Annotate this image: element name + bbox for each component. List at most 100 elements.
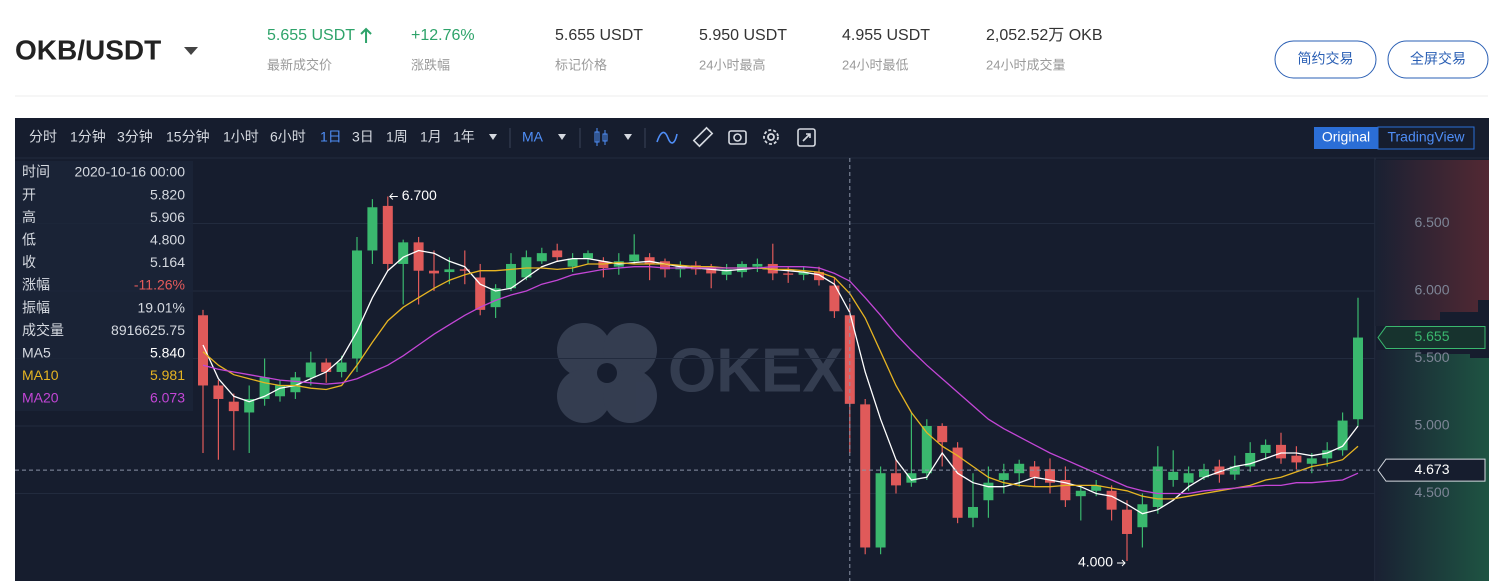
info-label: 高 bbox=[22, 209, 36, 225]
candle-body bbox=[844, 315, 855, 404]
interval-button[interactable]: 3日 bbox=[352, 129, 374, 145]
fullscreen-icon[interactable] bbox=[797, 128, 816, 147]
info-value: 6.073 bbox=[150, 390, 185, 406]
stat-label: 24小时最低 bbox=[842, 57, 908, 72]
depth-asks bbox=[1375, 160, 1489, 326]
interval-button[interactable]: 6小时 bbox=[270, 129, 306, 145]
interval-button[interactable]: 1日 bbox=[320, 129, 342, 145]
info-label: 涨幅 bbox=[22, 277, 50, 293]
button-label[interactable]: 简约交易 bbox=[1298, 51, 1354, 67]
candle-body bbox=[1152, 466, 1163, 507]
candle-body bbox=[490, 288, 501, 308]
watermark: OKEX bbox=[668, 336, 844, 405]
simple-trade-button[interactable] bbox=[1274, 40, 1377, 79]
candle-body bbox=[875, 473, 886, 548]
candle-body bbox=[1353, 337, 1363, 420]
candle-body bbox=[798, 272, 809, 275]
candle-body bbox=[983, 482, 994, 501]
interval-button[interactable]: 1小时 bbox=[223, 129, 259, 145]
candle-body bbox=[783, 273, 794, 275]
stat-label: 24小时最高 bbox=[699, 57, 765, 72]
watermark-logo-center bbox=[597, 363, 617, 383]
button-label[interactable]: 全屏交易 bbox=[1410, 51, 1466, 67]
candle-body bbox=[1291, 455, 1302, 463]
tab-label[interactable]: TradingView bbox=[1387, 129, 1465, 145]
candle-body bbox=[1060, 479, 1071, 501]
stat-label: 最新成交价 bbox=[267, 57, 332, 72]
info-label: 振幅 bbox=[22, 299, 50, 315]
pair-dropdown[interactable] bbox=[184, 47, 198, 55]
interval-button[interactable]: 1年 bbox=[453, 129, 475, 145]
info-label: MA20 bbox=[22, 390, 59, 406]
stat-value: 5.655 USDT bbox=[267, 27, 355, 44]
candle-body bbox=[305, 362, 316, 378]
candle-body bbox=[213, 385, 224, 399]
interval-button[interactable]: 分时 bbox=[29, 129, 57, 145]
settings-icon[interactable] bbox=[763, 129, 779, 145]
overlay: 4.500 5.000 5.500 6.000 6.500 4.673 5.655 6.700… bbox=[15, 161, 1486, 570]
info-label: 开 bbox=[22, 186, 36, 202]
candle-body bbox=[1122, 509, 1132, 534]
candle-body bbox=[968, 506, 978, 518]
info-label: MA10 bbox=[22, 367, 59, 383]
candle-body bbox=[413, 242, 424, 271]
interval-button[interactable]: 15分钟 bbox=[166, 129, 210, 145]
candle-body bbox=[1276, 444, 1286, 459]
candle-style-icon[interactable] bbox=[594, 128, 608, 146]
candle-body bbox=[752, 263, 763, 267]
camera-icon[interactable] bbox=[728, 130, 747, 145]
candle-body bbox=[398, 242, 409, 264]
info-value: 19.01% bbox=[138, 299, 185, 315]
indicator-button[interactable]: MA bbox=[522, 129, 544, 145]
candle-body bbox=[1183, 473, 1194, 483]
info-panel bbox=[15, 161, 193, 411]
more-dropdown[interactable] bbox=[489, 134, 497, 140]
y-tick-label: 4.500 bbox=[1414, 484, 1449, 500]
candle-body bbox=[459, 269, 470, 271]
candle-body bbox=[921, 425, 932, 474]
y-tick-label: 5.500 bbox=[1414, 349, 1449, 365]
candle-body bbox=[1014, 463, 1025, 474]
tab-label[interactable]: Original bbox=[1322, 129, 1370, 145]
candle-body bbox=[644, 257, 655, 264]
candle-body bbox=[228, 401, 239, 412]
ruler-icon[interactable] bbox=[692, 126, 714, 148]
candle-body bbox=[567, 258, 578, 267]
interval-button[interactable]: 3分钟 bbox=[117, 129, 153, 145]
candle-body bbox=[829, 285, 840, 312]
candle-body bbox=[891, 473, 901, 486]
candle-body bbox=[1045, 469, 1055, 483]
candle-body bbox=[937, 425, 948, 443]
candle-body bbox=[275, 385, 285, 397]
pair-title[interactable]: OKB/USDT bbox=[15, 34, 161, 65]
indicator-dropdown[interactable] bbox=[558, 134, 566, 140]
candle-body bbox=[721, 269, 732, 275]
stat-label: 涨跌幅 bbox=[411, 57, 450, 72]
candle-body bbox=[767, 263, 778, 274]
candle-body bbox=[1137, 504, 1148, 528]
info-value: 5.164 bbox=[150, 254, 185, 270]
candle-body bbox=[906, 473, 917, 483]
y-tick-label: 6.500 bbox=[1414, 214, 1449, 230]
stat-value: 2,052.52万 OKB bbox=[986, 27, 1103, 44]
candle-body bbox=[1091, 485, 1102, 491]
candle-body bbox=[1245, 452, 1256, 467]
interval-button[interactable]: 1分钟 bbox=[70, 129, 106, 145]
interval-button[interactable]: 1月 bbox=[420, 129, 442, 145]
original-tab[interactable] bbox=[1314, 127, 1378, 149]
info-value: 5.981 bbox=[150, 367, 185, 383]
style-dropdown[interactable] bbox=[624, 134, 632, 140]
draw-line-icon[interactable] bbox=[656, 131, 678, 144]
info-label: 成交量 bbox=[22, 322, 64, 338]
candle-body bbox=[860, 404, 871, 548]
stats: 5.655 USDT 最新成交价 +12.76% 涨跌幅 5.655 USDT 标记价格 5… bbox=[267, 27, 1103, 72]
stat-value: 4.955 USDT bbox=[842, 27, 930, 44]
interval-button[interactable]: 1周 bbox=[386, 129, 408, 145]
max-label: 6.700 bbox=[402, 187, 437, 203]
stat-label: 标记价格 bbox=[555, 57, 607, 72]
candle-body bbox=[244, 398, 255, 413]
tradingview-tab[interactable] bbox=[1377, 126, 1475, 150]
info-value: 2020-10-16 00:00 bbox=[74, 164, 185, 180]
fullscreen-trade-button[interactable] bbox=[1387, 40, 1489, 79]
